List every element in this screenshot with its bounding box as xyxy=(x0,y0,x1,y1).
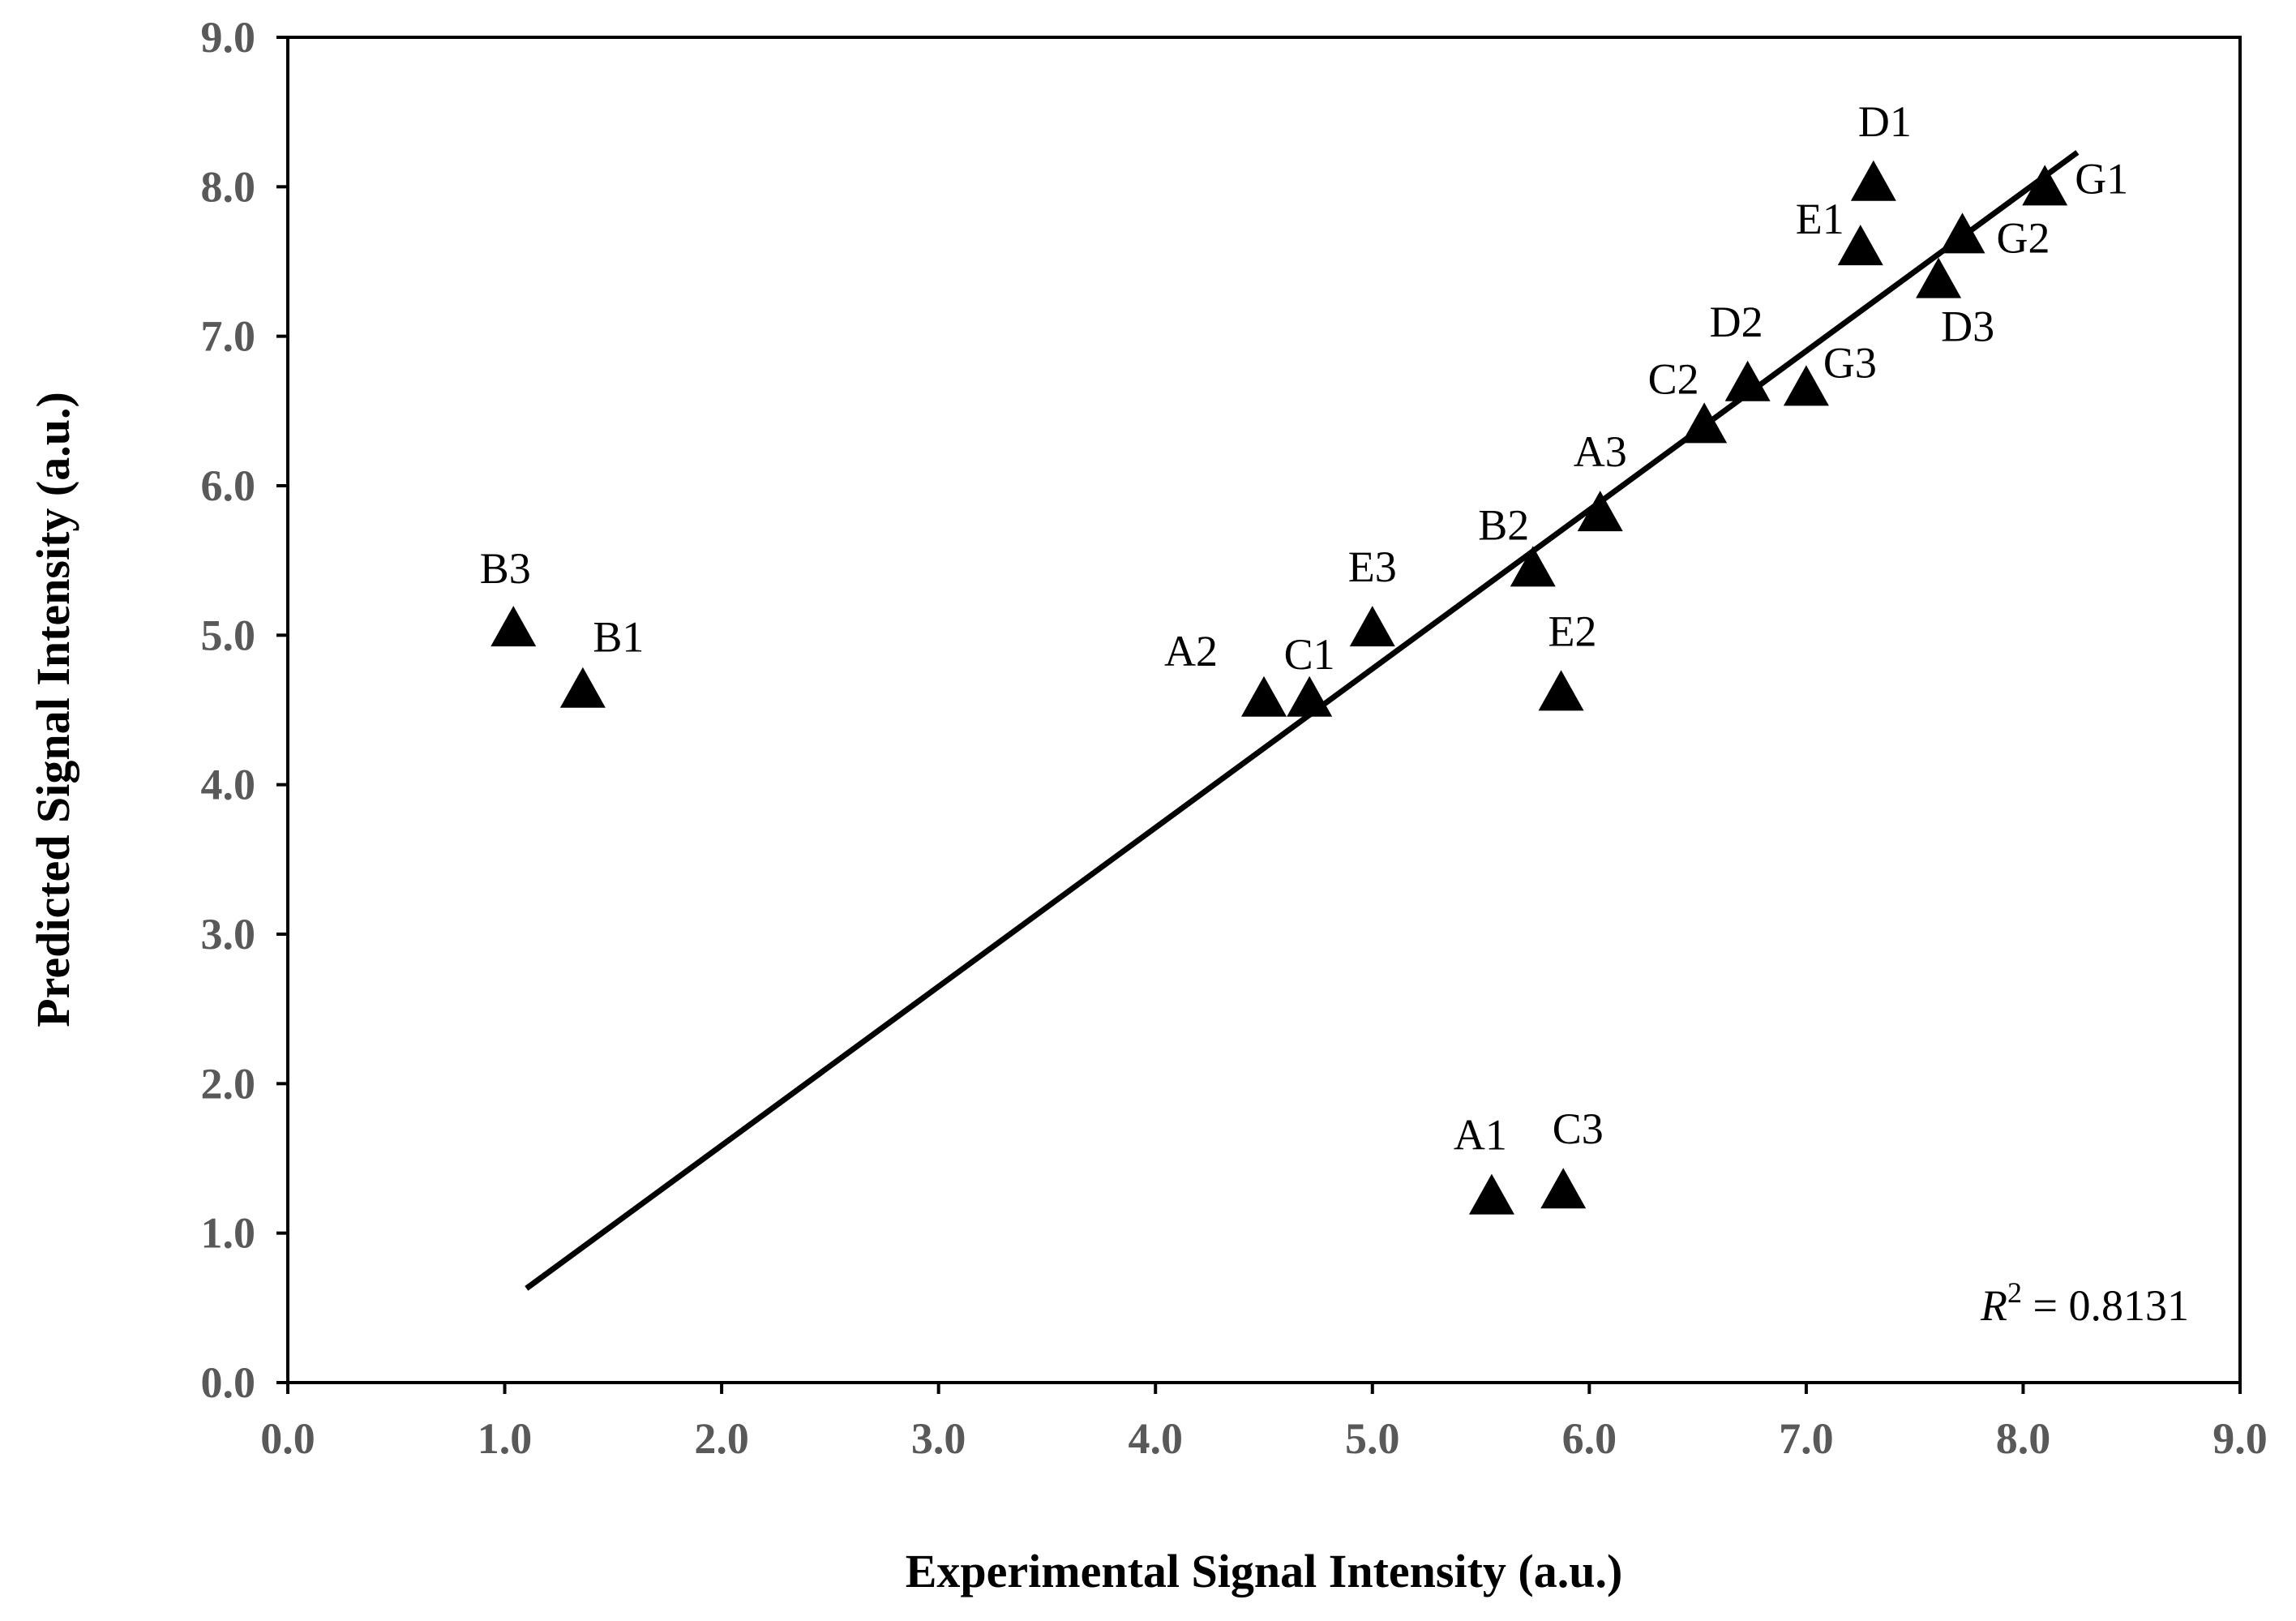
point-label-g3: G3 xyxy=(1823,338,1877,387)
x-tick-label: 4.0 xyxy=(1128,1414,1183,1463)
y-tick-label: 1.0 xyxy=(201,1209,256,1258)
x-axis-tick-labels: 0.0 1.0 2.0 3.0 4.0 5.0 6.0 7.0 8.0 9.0 xyxy=(260,1414,2268,1463)
y-tick-label: 4.0 xyxy=(201,761,256,809)
x-tick-label: 9.0 xyxy=(2212,1414,2268,1463)
trendline xyxy=(525,150,2080,1291)
y-tick-label: 8.0 xyxy=(201,162,256,211)
data-point-c3 xyxy=(1540,1168,1587,1209)
point-label-e3: E3 xyxy=(1348,542,1397,591)
y-axis-tick-labels: 0.0 1.0 2.0 3.0 4.0 5.0 6.0 7.0 8.0 9.0 xyxy=(201,13,256,1407)
y-axis-ticks xyxy=(276,36,288,1384)
r-squared-value: = 0.8131 xyxy=(2022,1281,2189,1330)
point-label-d3: D3 xyxy=(1941,302,1994,351)
point-label-c2: C2 xyxy=(1648,354,1699,403)
x-tick-label: 6.0 xyxy=(1562,1414,1617,1463)
x-tick-label: 1.0 xyxy=(478,1414,533,1463)
y-tick-label: 7.0 xyxy=(201,312,256,361)
point-label-a3: A3 xyxy=(1574,427,1627,476)
data-points xyxy=(490,160,2068,1215)
y-axis-title: Predicted Signal Intensity (a.u.) xyxy=(27,392,79,1027)
point-label-d1: D1 xyxy=(1858,97,1912,146)
data-point-b1 xyxy=(559,667,606,708)
x-tick-label: 0.0 xyxy=(260,1414,315,1463)
point-label-a1: A1 xyxy=(1454,1111,1507,1160)
point-label-a2: A2 xyxy=(1164,627,1218,675)
data-point-a3 xyxy=(1577,491,1623,532)
data-point-b2 xyxy=(1510,546,1556,587)
y-tick-label: 5.0 xyxy=(201,611,256,659)
point-label-c3: C3 xyxy=(1553,1104,1604,1153)
y-tick-label: 0.0 xyxy=(201,1358,256,1407)
x-axis-title: Experimental Signal Intensity (a.u.) xyxy=(906,1545,1623,1597)
y-tick-label: 6.0 xyxy=(201,461,256,510)
data-point-e3 xyxy=(1349,606,1395,647)
r-squared-superscript: 2 xyxy=(2007,1276,2022,1309)
data-point-d3 xyxy=(1916,257,1962,298)
data-point-a1 xyxy=(1468,1173,1514,1215)
point-label-e2: E2 xyxy=(1549,607,1597,655)
point-label-g1: G1 xyxy=(2075,154,2128,203)
point-label-b1: B1 xyxy=(593,613,644,662)
point-label-g2: G2 xyxy=(1997,213,2050,262)
x-axis-ticks xyxy=(286,1383,2242,1394)
y-tick-label: 2.0 xyxy=(201,1059,256,1108)
y-tick-label: 9.0 xyxy=(201,13,256,62)
data-point-a2 xyxy=(1241,675,1287,717)
data-point-c2 xyxy=(1681,402,1728,444)
data-point-e1 xyxy=(1837,225,1883,266)
data-point-d1 xyxy=(1850,160,1896,201)
x-tick-label: 5.0 xyxy=(1345,1414,1400,1463)
data-point-g2 xyxy=(1939,212,1985,254)
data-point-g3 xyxy=(1783,365,1829,406)
y-tick-label: 3.0 xyxy=(201,910,256,958)
plot-area-frame xyxy=(286,36,2242,1384)
point-label-b3: B3 xyxy=(480,544,531,593)
x-tick-label: 7.0 xyxy=(1779,1414,1834,1463)
point-label-d2: D2 xyxy=(1710,298,1763,346)
data-point-labels: A1 A2 A3 B1 B2 B3 C1 C2 C3 D1 D2 D3 E1 E2 E3 G1 G2 G3 xyxy=(480,97,2128,1160)
data-point-e2 xyxy=(1538,670,1584,711)
x-tick-label: 2.0 xyxy=(694,1414,749,1463)
r-squared-symbol: R xyxy=(1980,1281,2007,1330)
point-label-c1: C1 xyxy=(1284,630,1335,679)
point-label-b2: B2 xyxy=(1478,500,1529,549)
x-tick-label: 3.0 xyxy=(911,1414,966,1463)
r-squared-annotation: R2 = 0.8131 xyxy=(1980,1276,2189,1330)
x-tick-label: 8.0 xyxy=(1996,1414,2051,1463)
data-point-d2 xyxy=(1724,360,1771,401)
point-label-e1: E1 xyxy=(1796,195,1844,243)
data-point-g1 xyxy=(2022,165,2068,206)
data-point-b3 xyxy=(490,606,537,647)
data-point-c1 xyxy=(1287,675,1333,717)
